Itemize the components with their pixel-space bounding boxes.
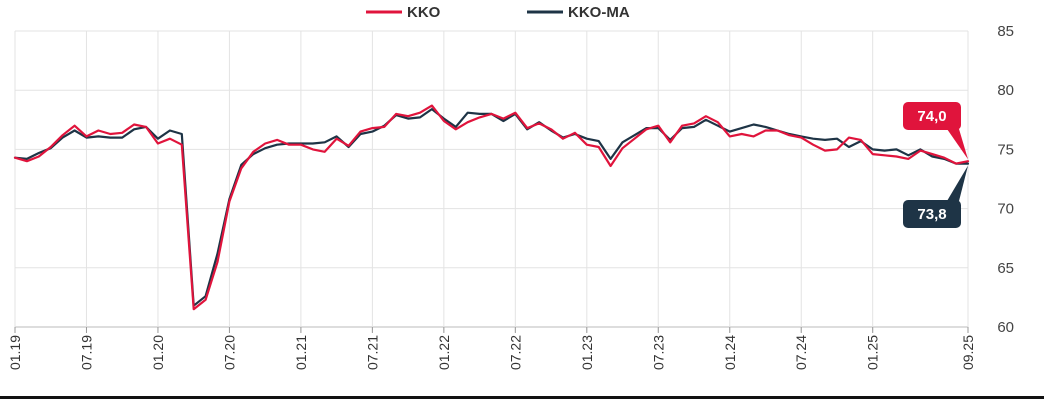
end-value-label: 73,8: [917, 206, 946, 223]
series-line-kko: [13, 104, 970, 311]
x-tick-label: 01.21: [293, 335, 309, 370]
x-tick-label: 07.24: [793, 335, 809, 370]
y-tick-label: 85: [997, 23, 1014, 40]
y-tick-label: 80: [997, 82, 1014, 99]
end-value-label: 74,0: [917, 108, 946, 125]
x-tick-label: 01.19: [7, 335, 23, 370]
y-tick-label: 70: [997, 201, 1014, 218]
grid: [14, 30, 969, 332]
y-tick-label: 65: [997, 260, 1014, 277]
end-value-badge-kko: [903, 102, 961, 130]
x-axis: 01.19 07.19 01.20 07.20 01.21 07.21 01.22 07.22…: [7, 327, 976, 370]
x-tick-label: 09.25: [960, 335, 976, 370]
x-tick-label: 01.24: [722, 335, 738, 370]
bottom-rule: [0, 396, 1044, 399]
end-value-badges: 74,0 73,8: [903, 102, 968, 228]
x-tick-label: 07.23: [650, 335, 666, 370]
x-tick-label: 01.25: [865, 335, 881, 370]
legend: KKO KKO-MA: [366, 4, 630, 21]
y-axis: 60 65 70 75 80 85: [997, 23, 1014, 336]
x-tick-label: 01.22: [436, 335, 452, 370]
x-tick-label: 07.20: [221, 335, 237, 370]
badge-pointer: [947, 165, 968, 201]
y-tick-label: 75: [997, 141, 1014, 158]
series-group: [13, 104, 970, 311]
legend-label-kko: KKO: [407, 4, 441, 21]
x-tick-label: 07.22: [507, 335, 523, 370]
x-tick-label: 01.20: [150, 335, 166, 370]
x-tick-label: 07.21: [364, 335, 380, 370]
legend-label-kko-ma: KKO-MA: [568, 4, 630, 21]
badge-pointer: [947, 129, 968, 160]
x-tick-label: 07.19: [78, 335, 94, 370]
y-tick-label: 60: [997, 319, 1014, 336]
end-value-badge-kko-ma: [903, 200, 961, 228]
x-tick-label: 01.23: [579, 335, 595, 370]
